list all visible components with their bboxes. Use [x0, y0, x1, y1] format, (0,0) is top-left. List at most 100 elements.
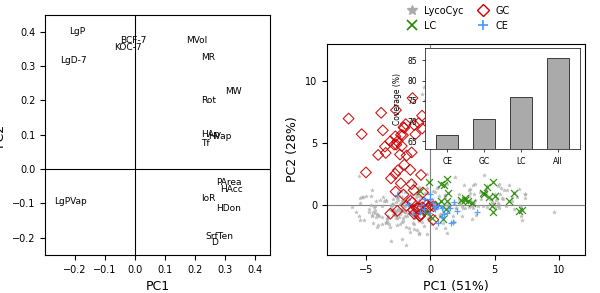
- Point: [410, 209, 419, 214]
- Point: [422, 172, 431, 177]
- Point: [414, 185, 424, 190]
- Point: [520, 191, 530, 196]
- Point: [386, 176, 396, 181]
- Point: [417, 219, 427, 224]
- Point: [406, 211, 416, 215]
- Point: [439, 183, 448, 187]
- Point: [383, 214, 393, 218]
- Point: [404, 201, 413, 205]
- Point: [473, 204, 482, 208]
- Point: [442, 181, 452, 186]
- Point: [490, 191, 500, 196]
- Point: [367, 214, 377, 219]
- Point: [490, 205, 500, 210]
- Point: [443, 208, 453, 213]
- Point: [482, 185, 492, 190]
- Point: [409, 221, 418, 226]
- Point: [467, 217, 477, 222]
- Point: [373, 153, 383, 157]
- Point: [409, 222, 419, 226]
- Point: [438, 204, 448, 209]
- Point: [378, 128, 388, 133]
- Point: [409, 207, 418, 211]
- Point: [499, 188, 509, 192]
- Point: [391, 134, 400, 139]
- Point: [395, 202, 405, 207]
- Point: [419, 223, 428, 228]
- Point: [379, 199, 389, 203]
- Point: [466, 186, 475, 191]
- Point: [424, 217, 434, 222]
- Point: [412, 192, 421, 196]
- Point: [391, 200, 401, 205]
- Point: [406, 229, 415, 234]
- Point: [409, 212, 418, 216]
- Point: [448, 214, 457, 219]
- Point: [403, 202, 413, 207]
- Legend: LycoCyc, LC, GC, CE: LycoCyc, LC, GC, CE: [398, 2, 514, 35]
- Point: [469, 182, 478, 187]
- Point: [381, 221, 391, 226]
- Point: [371, 215, 381, 220]
- Point: [445, 204, 454, 209]
- Point: [381, 198, 391, 202]
- Point: [433, 186, 442, 190]
- Point: [508, 199, 517, 203]
- Point: [470, 200, 479, 205]
- Point: [422, 231, 431, 236]
- Point: [445, 206, 455, 211]
- Point: [399, 204, 409, 208]
- Point: [424, 201, 434, 206]
- Point: [422, 76, 431, 81]
- Point: [387, 208, 397, 212]
- Point: [409, 180, 419, 184]
- Point: [386, 204, 395, 209]
- Text: MR: MR: [201, 53, 215, 62]
- Point: [495, 191, 505, 196]
- Point: [415, 198, 424, 203]
- Point: [420, 98, 430, 102]
- Point: [414, 218, 424, 223]
- Point: [443, 191, 452, 195]
- Point: [386, 239, 396, 244]
- Point: [358, 195, 368, 200]
- Point: [415, 210, 424, 214]
- Point: [444, 201, 454, 206]
- Point: [456, 197, 466, 202]
- Point: [442, 199, 452, 203]
- Point: [424, 205, 433, 210]
- Point: [387, 202, 397, 207]
- Point: [391, 108, 401, 113]
- Point: [394, 206, 403, 211]
- Point: [430, 207, 440, 211]
- Point: [370, 205, 379, 209]
- Point: [452, 208, 462, 213]
- Point: [361, 170, 371, 175]
- Point: [392, 215, 402, 220]
- Point: [449, 200, 458, 205]
- Point: [393, 197, 403, 202]
- Point: [469, 192, 479, 196]
- Point: [381, 199, 391, 204]
- Point: [424, 197, 434, 202]
- Point: [412, 206, 421, 210]
- Point: [448, 220, 458, 225]
- Point: [467, 204, 477, 208]
- Point: [413, 203, 423, 208]
- Point: [428, 215, 437, 220]
- Point: [464, 204, 473, 209]
- Point: [390, 213, 400, 217]
- Point: [446, 220, 455, 225]
- Point: [398, 200, 408, 204]
- Point: [437, 206, 447, 211]
- Text: MVol: MVol: [186, 36, 207, 45]
- Point: [404, 197, 414, 202]
- Point: [405, 209, 415, 214]
- Point: [416, 210, 426, 215]
- Point: [391, 142, 401, 147]
- Point: [416, 195, 425, 200]
- Point: [485, 197, 494, 202]
- Point: [391, 171, 400, 176]
- Point: [381, 151, 391, 155]
- Point: [431, 201, 441, 205]
